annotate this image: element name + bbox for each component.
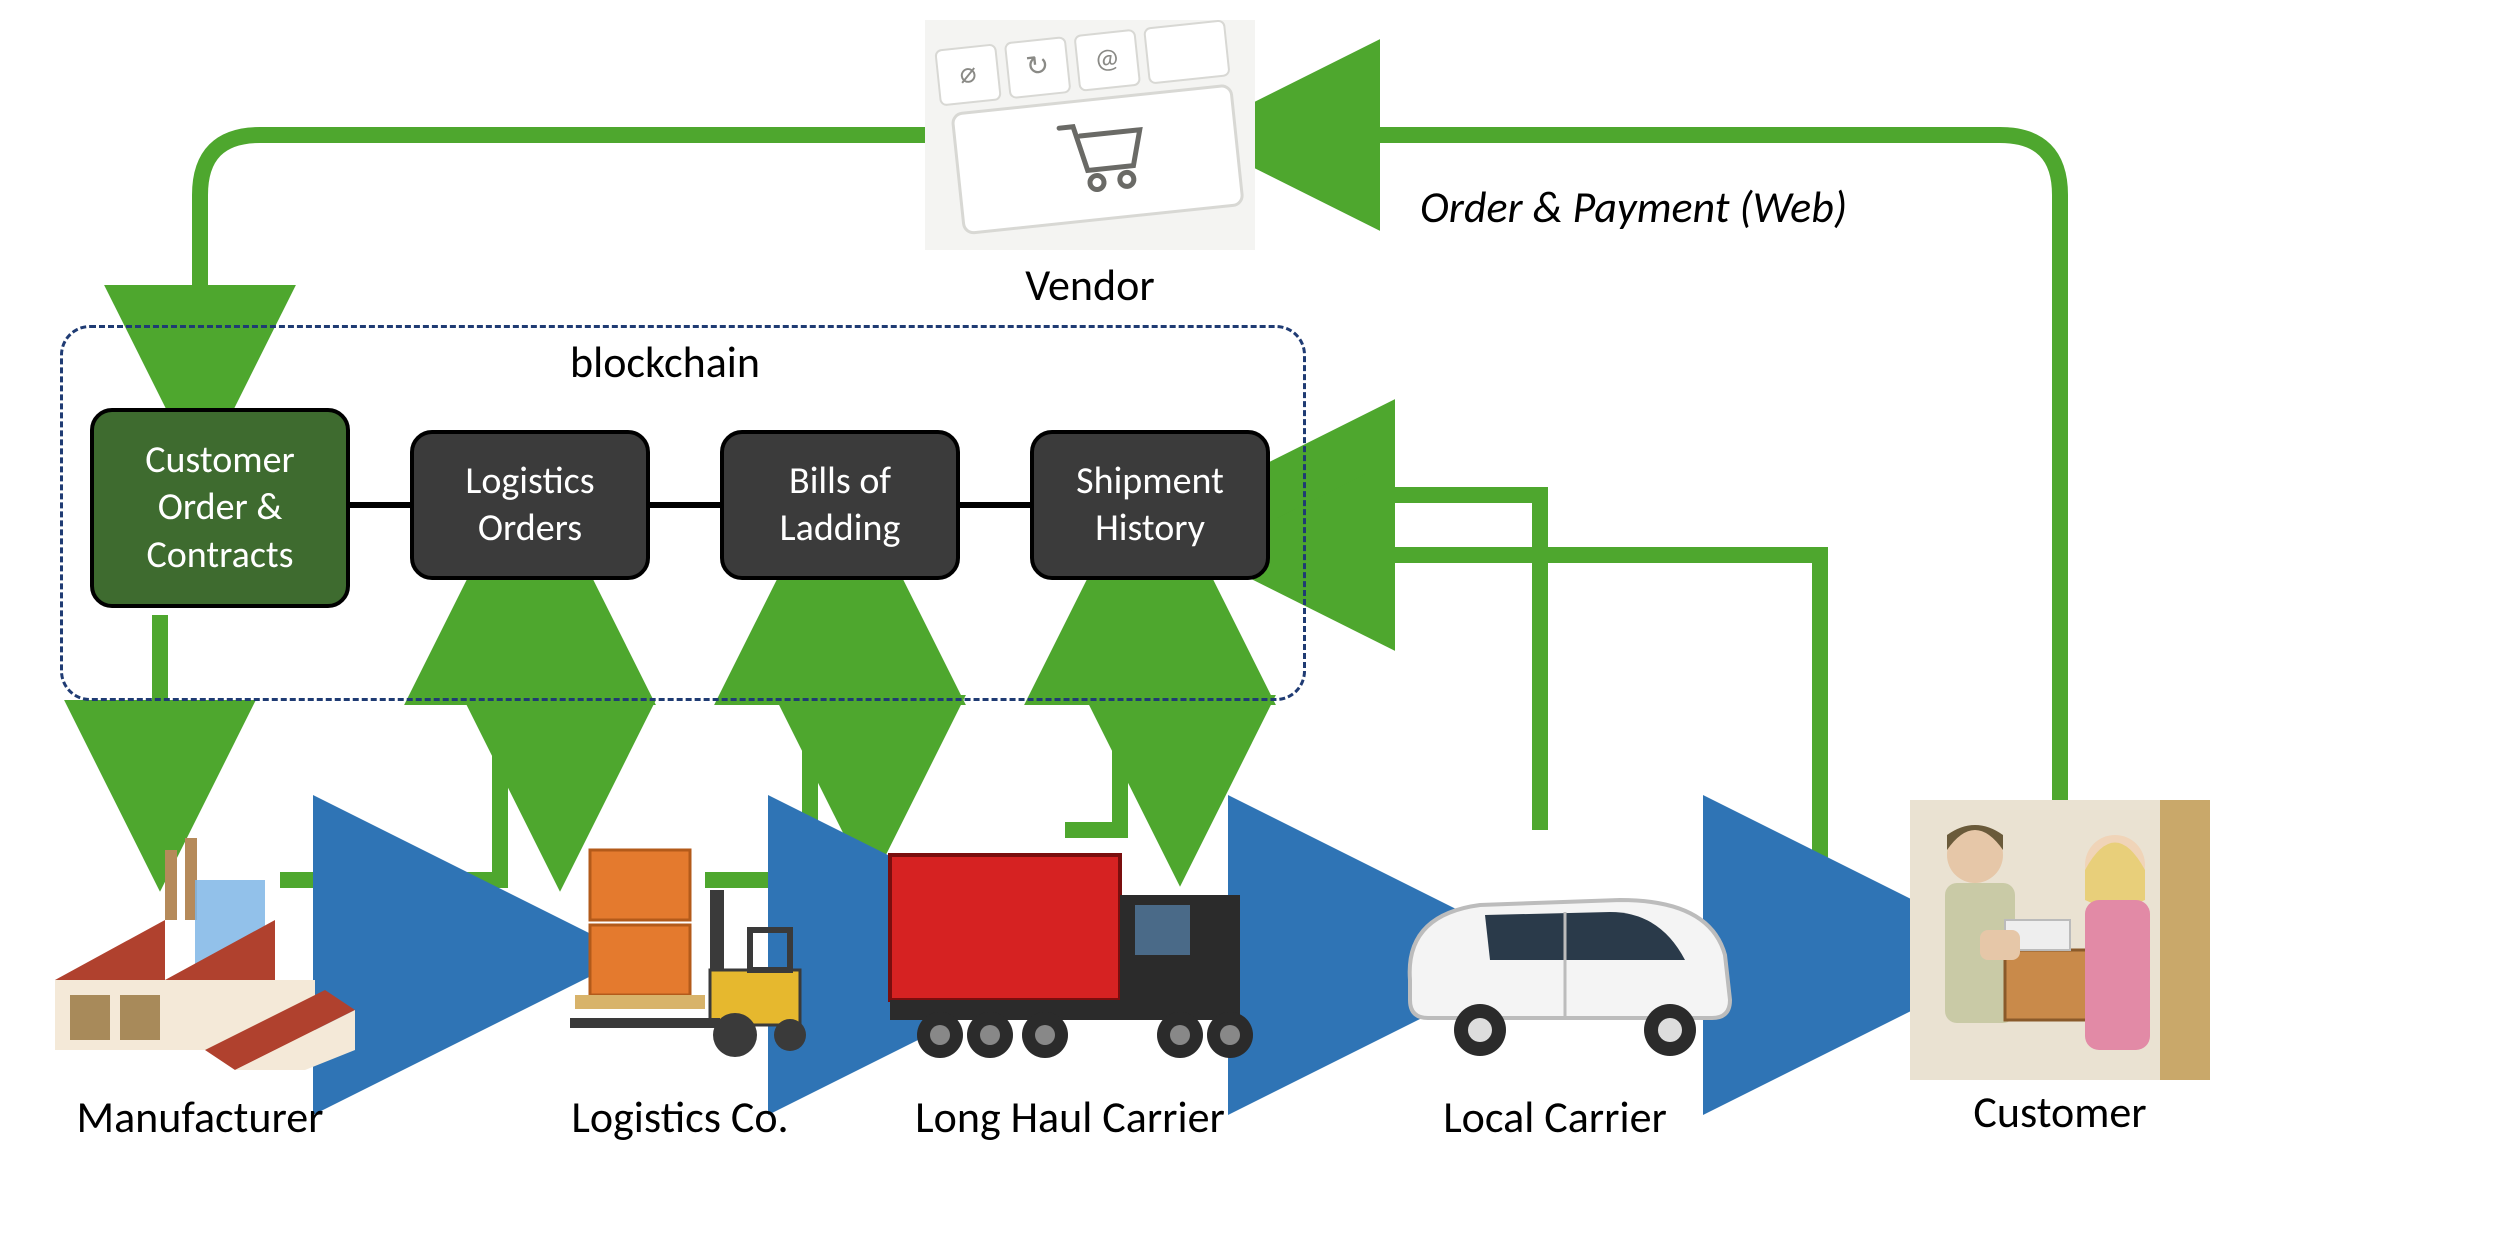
longhaul-icon-slot: [880, 820, 1280, 1070]
logisticsco-label: Logistics Co.: [530, 1090, 830, 1144]
customer-label: Customer: [1910, 1085, 2210, 1139]
svg-text:@: @: [1093, 40, 1122, 77]
forklift-icon: [540, 820, 830, 1070]
manufacturer-icon-slot: [35, 820, 365, 1070]
delivery-icon: [1910, 800, 2210, 1080]
localcarrier-icon-slot: [1380, 830, 1750, 1070]
node-label: Bills ofLadding: [780, 458, 901, 553]
blockchain-label: blockchain: [570, 335, 760, 389]
keyboard-cart-icon: ⌀ ↻ @: [925, 20, 1255, 250]
node-logistics-orders: LogisticsOrders: [410, 430, 650, 580]
node-shipment-history: ShipmentHistory: [1030, 430, 1270, 580]
localcarrier-label: Local Carrier: [1370, 1090, 1740, 1144]
manufacturer-label: Manufacturer: [35, 1090, 365, 1144]
order-payment-label: Order & Payment (Web): [1420, 180, 1847, 234]
node-customer-order-contracts: CustomerOrder &Contracts: [90, 408, 350, 608]
node-label: LogisticsOrders: [465, 458, 594, 553]
factory-icon: [35, 820, 365, 1070]
node-connector-1: [350, 502, 410, 508]
node-label: ShipmentHistory: [1076, 458, 1224, 553]
node-bills-of-ladding: Bills ofLadding: [720, 430, 960, 580]
logisticsco-icon-slot: [540, 820, 830, 1070]
vendor-icon-slot: ⌀ ↻ @: [925, 20, 1255, 250]
customer-icon-slot: [1910, 800, 2210, 1080]
arrow-local-to-shipment: [1280, 495, 1540, 830]
node-label: CustomerOrder &Contracts: [145, 437, 295, 580]
arrow-customer-to-vendor: [1265, 135, 2060, 800]
truck-icon: [880, 820, 1280, 1070]
van-icon: [1380, 830, 1750, 1070]
longhaul-label: Long Haul Carrier: [870, 1090, 1270, 1144]
node-connector-3: [960, 502, 1030, 508]
vendor-label: Vendor: [925, 258, 1255, 312]
node-connector-2: [650, 502, 720, 508]
svg-text:↻: ↻: [1024, 47, 1051, 84]
